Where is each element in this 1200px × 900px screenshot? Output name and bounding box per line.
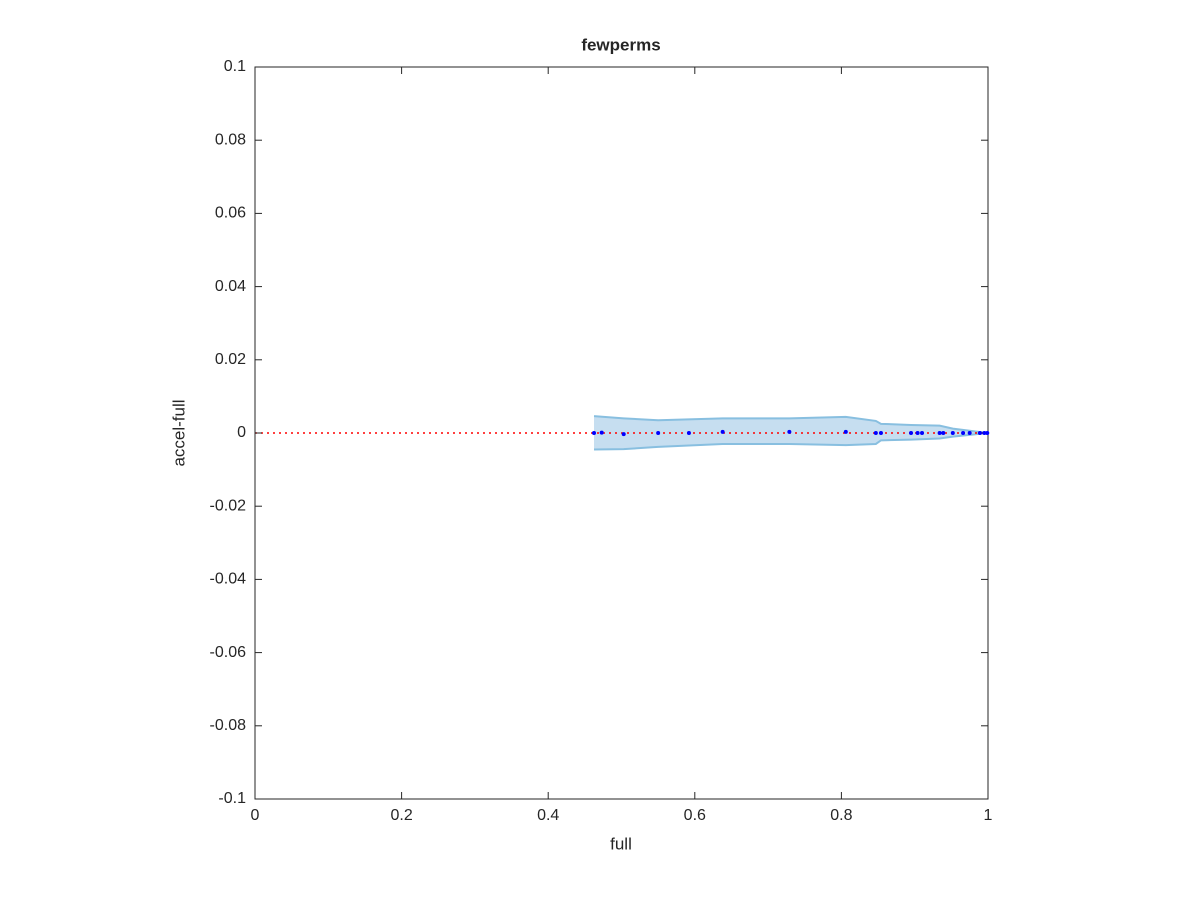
chart-title: fewperms <box>581 35 660 54</box>
point <box>686 431 691 435</box>
x-tick-label: 0 <box>251 807 260 824</box>
y-tick-label: -0.1 <box>218 790 246 807</box>
point <box>656 431 661 435</box>
point <box>843 429 848 434</box>
x-tick-label: 0.4 <box>537 807 559 824</box>
band-edge <box>593 415 988 434</box>
point <box>621 432 626 437</box>
point <box>599 430 604 435</box>
point <box>592 431 597 435</box>
point <box>967 431 972 435</box>
y-axis-label: accel-full <box>169 399 188 466</box>
point <box>720 429 725 434</box>
x-axis-label: full <box>610 834 632 853</box>
point <box>985 431 990 435</box>
y-tick-label: 0.06 <box>215 205 246 222</box>
y-tick-label: -0.06 <box>210 644 247 661</box>
point <box>950 431 955 435</box>
x-tick-label: 0.6 <box>684 807 706 824</box>
y-tick-label: -0.04 <box>210 571 247 588</box>
point <box>937 431 942 435</box>
point <box>909 431 914 435</box>
point <box>915 431 920 435</box>
band-edge <box>594 432 988 451</box>
point <box>977 431 982 435</box>
y-tick-label: -0.08 <box>210 717 247 734</box>
point <box>873 431 878 435</box>
y-tick-label: 0.08 <box>215 131 246 148</box>
point <box>941 431 946 435</box>
point <box>787 429 792 434</box>
x-tick-label: 0.8 <box>830 807 852 824</box>
point <box>920 431 925 435</box>
y-tick-label: 0 <box>237 424 246 441</box>
x-tick-label: 1 <box>984 807 993 824</box>
point <box>961 431 966 435</box>
y-tick-label: 0.1 <box>224 58 246 75</box>
y-tick-label: -0.02 <box>210 497 247 514</box>
x-tick-label: 0.2 <box>390 807 412 824</box>
point <box>982 431 987 435</box>
y-tick-label: 0.04 <box>215 278 246 295</box>
point <box>878 431 883 435</box>
y-tick-label: 0.02 <box>215 351 246 368</box>
